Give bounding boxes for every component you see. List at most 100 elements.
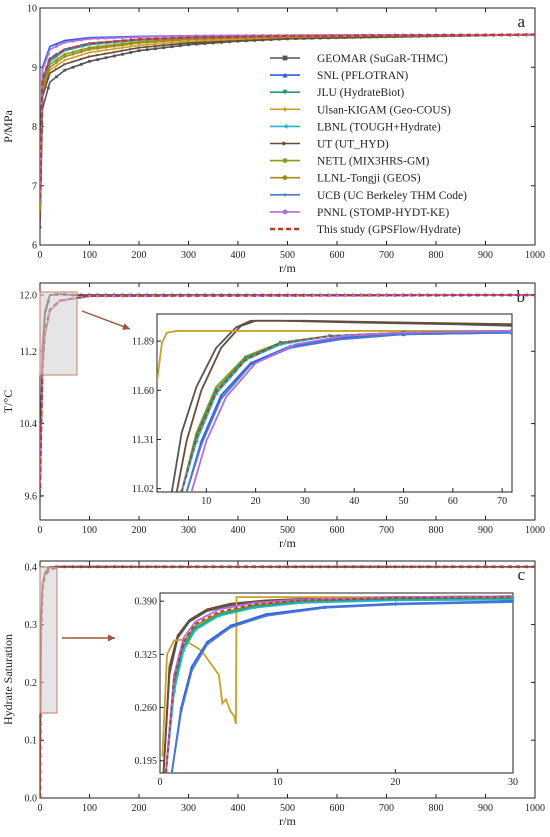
- data-point: [55, 42, 58, 46]
- data-point: [104, 52, 108, 56]
- data-point: [282, 192, 288, 198]
- legend-entry: LBNL (TOUGH+Hydrate): [317, 121, 441, 133]
- data-point: [178, 38, 182, 42]
- data-point: [282, 175, 288, 181]
- data-point: [121, 43, 124, 47]
- data-point: [286, 37, 289, 41]
- y-tick-label: 10.4: [20, 419, 38, 430]
- data-point: [71, 52, 75, 56]
- x-tick-label: 600: [330, 525, 345, 536]
- data-point: [79, 44, 83, 47]
- data-point: [145, 48, 149, 52]
- data-point: [376, 565, 380, 569]
- legend-entry: GEOMAR (SuGaR-THMC): [317, 53, 448, 65]
- data-point: [129, 35, 133, 39]
- y-tick-label: 6: [32, 241, 37, 252]
- x-tick-label: 700: [379, 803, 394, 814]
- data-point: [178, 42, 182, 46]
- data-point: [401, 565, 405, 569]
- data-point: [71, 39, 75, 43]
- data-point: [184, 490, 189, 492]
- data-point: [264, 614, 268, 618]
- x-tick-label: 300: [181, 525, 196, 536]
- data-point: [46, 63, 50, 67]
- data-point: [96, 53, 100, 57]
- data-point: [319, 565, 322, 569]
- data-point: [510, 329, 512, 333]
- data-point: [40, 199, 42, 202]
- data-point: [170, 39, 174, 42]
- data-point: [219, 396, 223, 401]
- data-point: [121, 49, 124, 53]
- inset-x-tick-label: 40: [349, 496, 359, 507]
- inset-x-tick-label: 50: [399, 496, 409, 507]
- data-point: [104, 56, 108, 60]
- data-point: [79, 565, 83, 569]
- data-point: [129, 51, 133, 54]
- series-group: [40, 33, 535, 229]
- x-tick-label: 400: [231, 803, 246, 814]
- data-point: [195, 42, 199, 46]
- data-point: [228, 39, 232, 43]
- data-point: [248, 363, 253, 367]
- data-point: [322, 605, 327, 610]
- legend-entry: JLU (HydrateBiot): [317, 87, 404, 99]
- data-point: [319, 36, 322, 40]
- data-point: [219, 393, 223, 398]
- data-point: [282, 158, 288, 164]
- data-point: [104, 565, 108, 569]
- inset-y-tick-label: 11.89: [132, 337, 154, 348]
- x-tick-label: 1000: [525, 525, 545, 536]
- data-point: [162, 35, 166, 38]
- x-tick-label: 900: [478, 525, 493, 536]
- data-point: [510, 330, 512, 335]
- data-point: [310, 36, 314, 40]
- data-point: [55, 58, 58, 62]
- data-point: [343, 565, 347, 569]
- data-point: [393, 565, 397, 569]
- inset-series-group: [161, 595, 513, 773]
- data-point: [137, 43, 141, 47]
- data-point: [319, 33, 322, 37]
- data-point: [40, 494, 42, 498]
- data-point: [55, 75, 58, 79]
- inset-series-line: [161, 596, 513, 757]
- y-axis-label: T/°C: [1, 390, 15, 413]
- data-point: [236, 39, 240, 43]
- data-point: [282, 89, 288, 95]
- x-tick-label: 300: [181, 803, 196, 814]
- data-point: [178, 34, 182, 38]
- inset-series-line: [180, 330, 512, 492]
- data-point: [88, 55, 91, 58]
- data-point: [368, 565, 372, 569]
- y-tick-label: 0.4: [25, 562, 38, 573]
- data-point: [189, 668, 194, 673]
- data-point: [511, 596, 513, 601]
- data-point: [40, 491, 42, 493]
- data-point: [205, 642, 209, 647]
- data-point: [137, 565, 141, 569]
- data-point: [252, 605, 256, 610]
- data-point: [253, 38, 256, 42]
- data-point: [244, 39, 248, 42]
- data-point: [294, 33, 298, 37]
- data-point: [137, 35, 141, 39]
- data-point: [121, 36, 124, 40]
- data-point: [145, 40, 149, 44]
- data-point: [112, 565, 116, 569]
- x-tick-label: 800: [429, 250, 444, 261]
- inset-x-tick-label: 10: [273, 777, 283, 788]
- data-point: [46, 86, 50, 90]
- data-point: [282, 141, 288, 146]
- data-point: [385, 565, 388, 569]
- data-point: [368, 293, 372, 297]
- y-tick-label: 12.0: [20, 291, 38, 302]
- data-point: [40, 220, 42, 222]
- inset-y-tick-label: 0.195: [135, 756, 158, 767]
- panel-a: 0 100 200 300 400 500 600 700 800 900 1000 6 7 8 9 10 r/…: [1, 4, 545, 276]
- y-tick-label: 9.6: [25, 491, 38, 502]
- data-point: [170, 45, 174, 49]
- data-point: [104, 40, 108, 44]
- y-tick-label: 0.3: [25, 620, 38, 631]
- data-point: [337, 337, 342, 342]
